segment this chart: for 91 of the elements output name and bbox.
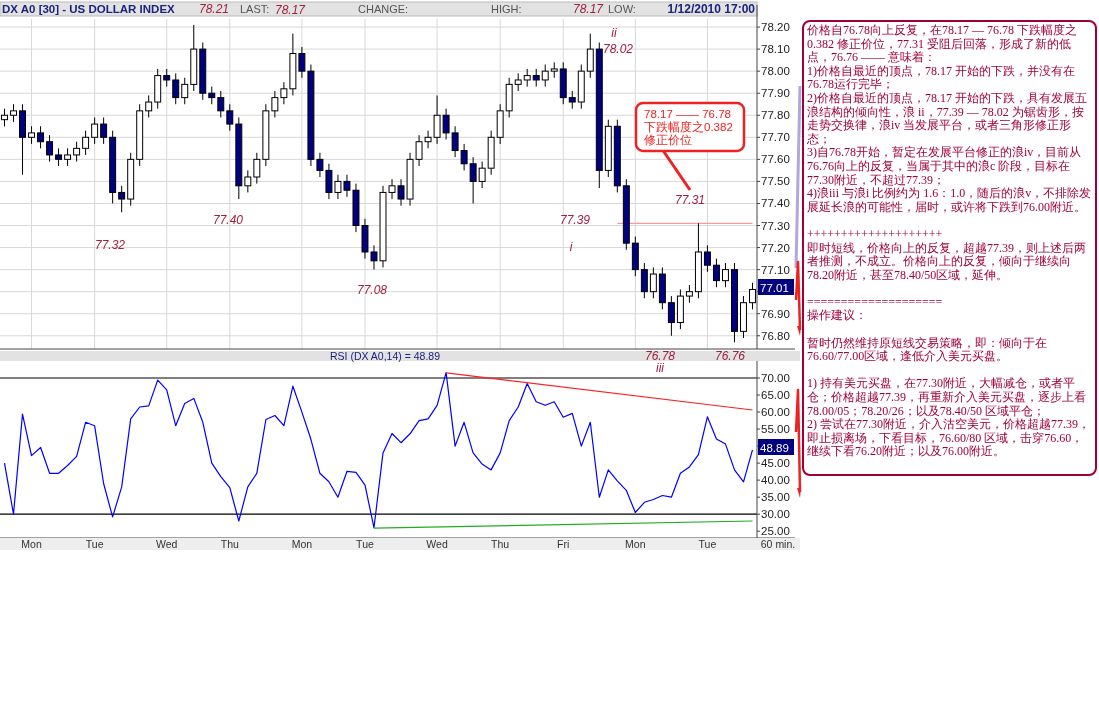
y-tick-label: 65.00 (761, 389, 790, 402)
candlestick (91, 116, 99, 145)
text: 60 min. (760, 538, 796, 550)
text: ==================== 操作建议： (807, 294, 944, 324)
annotation: HIGH: (491, 3, 522, 15)
candlestick (649, 266, 657, 299)
y-tick-label: 78.20 (761, 21, 790, 34)
chart-title: DX A0 [30] - US DOLLAR INDEX (2, 3, 176, 15)
annotation: 77.31 (674, 193, 706, 207)
chart-title: RSI (DX A0,14) = 48.89 (329, 349, 441, 362)
candlestick (703, 244, 711, 273)
y-tick-label: 77.40 (761, 197, 790, 210)
candlestick (667, 295, 675, 337)
text: 暂时仍然维持原短线交易策略，即：倾向于在76.60/77.00区域，逢低介入美元买盘。 (807, 335, 1048, 364)
candlestick (280, 81, 288, 105)
x-tick-label: Thu (220, 538, 240, 550)
candlestick (217, 90, 225, 118)
annotation: LAST: (240, 3, 270, 15)
y-tick-label: 77.30 (761, 219, 790, 232)
annotation: i (569, 240, 573, 254)
x-tick-label: Tue (356, 538, 374, 550)
candlestick (586, 33, 594, 79)
candlestick (82, 130, 90, 156)
y-tick-label: 55.00 (761, 423, 790, 436)
x-tick-label: Mon (291, 538, 313, 550)
x-tick-label: Fri (557, 538, 570, 550)
y-tick-label: 77.80 (761, 109, 790, 122)
x-tick-label: Thu (491, 538, 510, 550)
annotation: iii (656, 361, 665, 375)
y-tick-label: 76.90 (761, 307, 790, 320)
y-tick-label: 77.70 (761, 131, 790, 144)
candlestick (172, 72, 180, 105)
text: 价格自76.78向上反复，在78.17 — 76.78 下跌幅度之0.382 修正价位，77.31 受阻后回落，形成了新的低点，76.76 —— 意味着： 1)价格自最近的顶点，78.17 开始的下跌，并没有在76.78运行完毕； 2)价格自最近的顶点，78.17 开始的下跌，具有发展五浪结构的倾向性，浪 ii，77.39 — 78.02 为锯齿形，按走势交换律，浪iv 当发展平台，或者三角形修正形态； 3)自76.78开始，暂定在发展平台修正的浪iv，目前从76.76向上的反复，当属于其中的浪c 阶段，目标在77.30附近，不超过77.39； 4)浪iii 与浪i 比例约为 1.6：1.0，随后的浪v，不排除发展延长浪的可能性，届时，或许将下跌到76.00附近。 (807, 23, 1092, 214)
candlestick (46, 134, 54, 163)
y-tick-label: 78.10 (761, 43, 790, 56)
text: ++++++++++++++++++++ 即时短线，价格向上的反复，超越77.39，则上述后两者推测，不成立。价格向上的反复，倾向于继续向78.20附近，甚至78.40/50区域，延伸。 (807, 226, 1087, 283)
annotation: 77.32 (94, 238, 126, 252)
candlestick (100, 116, 108, 145)
annotation: 78.21 (198, 2, 230, 16)
candlestick (181, 77, 189, 105)
line-series (3, 372, 754, 529)
annotation: 77.40 (212, 213, 244, 227)
candlestick (73, 141, 81, 163)
x-tick-label: Mon (625, 538, 646, 550)
x-tick-label: Tue (85, 538, 104, 550)
y-tick-label: 40.00 (761, 474, 790, 487)
x-tick-label: Wed (426, 538, 448, 550)
candlestick (118, 185, 126, 213)
candlestick (469, 156, 477, 204)
candlestick (541, 64, 549, 88)
annotation: ii (611, 26, 617, 40)
y-tick-label: 77.20 (761, 241, 790, 254)
candlestick (721, 262, 729, 288)
annotation: 76.78 (644, 349, 676, 363)
y-tick-label: 76.80 (761, 329, 790, 342)
annotation: 76.76 (714, 349, 746, 363)
candlestick (271, 90, 279, 118)
candlestick (640, 262, 648, 299)
annotation: 78.17 (274, 3, 307, 17)
candlestick (712, 258, 720, 288)
y-tick-label: 25.00 (761, 525, 790, 538)
candlestick (145, 94, 153, 118)
y-tick-label: 77.90 (761, 87, 790, 100)
annotation: CHANGE: (358, 3, 409, 15)
candlestick (253, 152, 261, 185)
y-tick-label: 77.50 (761, 175, 790, 188)
annotation: 1/12/2010 17:00 (667, 2, 756, 16)
y-tick-label: 78.00 (761, 65, 790, 78)
y-tick-label: 77.60 (761, 153, 790, 166)
text: 77.01 (760, 281, 789, 294)
y-tick-label: 60.00 (761, 406, 790, 419)
text: 48.89 (760, 441, 789, 454)
y-tick-label: 30.00 (761, 508, 790, 521)
annotation: 78.17 (572, 2, 605, 16)
y-tick-label: 45.00 (761, 457, 790, 470)
y-tick-label: 35.00 (761, 491, 790, 504)
annotation: 78.17 —— 76.78 下跌幅度之0.382 修正价位 (644, 108, 733, 146)
candlestick (37, 125, 45, 149)
candlestick (226, 103, 234, 132)
annotation: 77.08 (356, 283, 388, 297)
y-tick-label: 77.10 (761, 263, 790, 276)
text: 1) 持有美元买盘，在77.30附近，大幅减仓，或者平仓；价格超越77.39，再重新介入美元买盘，逐步上看78.00/05；78.20/26；以及78.40/50 区域平仓； 2) 尝试在77.30附近，介入沽空美元，价格超越77.39，即止损离场，下看目标，76.60/80 区域，击穿76.60，继续下看76.20附近；以及76.00附近。 (807, 376, 1091, 459)
x-tick-label: Mon (21, 538, 42, 550)
candlestick (244, 169, 252, 193)
annotation: 78.02 (602, 42, 634, 56)
x-tick-label: Wed (156, 538, 178, 550)
y-tick-label: 70.00 (761, 372, 790, 385)
annotation: LOW: (608, 3, 636, 15)
candlestick (478, 161, 486, 189)
x-tick-label: Tue (698, 538, 717, 550)
annotation: 77.39 (559, 213, 591, 227)
